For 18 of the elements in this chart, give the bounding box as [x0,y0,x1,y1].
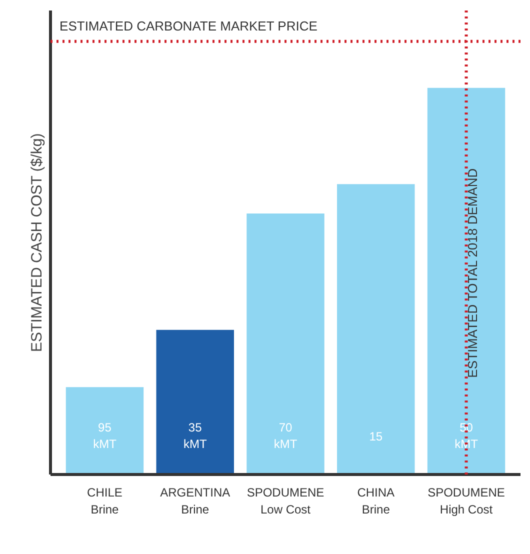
bar [427,88,506,474]
annotation: 15 [369,429,383,444]
x-tick-label: CHINA Brine [357,486,395,516]
x-tick-label: CHILE Brine [87,486,122,516]
bar [156,330,234,474]
annotation: 95 kMT [93,420,118,452]
x-tick-label: SPODUMENE Low Cost [246,486,324,516]
bar [66,387,144,474]
ref-line-label: ESTIMATED CARBONATE MARKET PRICE [60,18,318,34]
bar [246,214,324,474]
y-axis-title: ESTIMATED CASH COST ($/kg) [28,133,46,352]
bar [337,184,415,474]
x-tick-label: SPODUMENE High Cost [428,486,505,516]
ref-line-label: ESTIMATED TOTAL 2018 DEMAND [464,168,480,378]
annotation: 35 kMT [183,420,208,452]
annotation: 70 kMT [274,420,298,452]
x-tick-label: ARGENTINA Brine [160,486,230,516]
annotation: 50 kMT [454,420,479,452]
